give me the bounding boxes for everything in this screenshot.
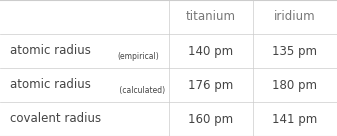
Text: 140 pm: 140 pm — [188, 44, 233, 58]
Text: titanium: titanium — [186, 10, 236, 24]
Text: iridium: iridium — [274, 10, 316, 24]
Text: atomic radius: atomic radius — [10, 44, 91, 58]
Text: 141 pm: 141 pm — [272, 112, 317, 126]
Text: atomic radius: atomic radius — [10, 78, 91, 92]
Text: 135 pm: 135 pm — [272, 44, 317, 58]
Text: 160 pm: 160 pm — [188, 112, 233, 126]
Text: 180 pm: 180 pm — [272, 78, 317, 92]
Text: covalent radius: covalent radius — [10, 112, 101, 126]
Text: (empirical): (empirical) — [117, 52, 159, 61]
Text: 176 pm: 176 pm — [188, 78, 233, 92]
Text: (calculated): (calculated) — [117, 86, 165, 95]
